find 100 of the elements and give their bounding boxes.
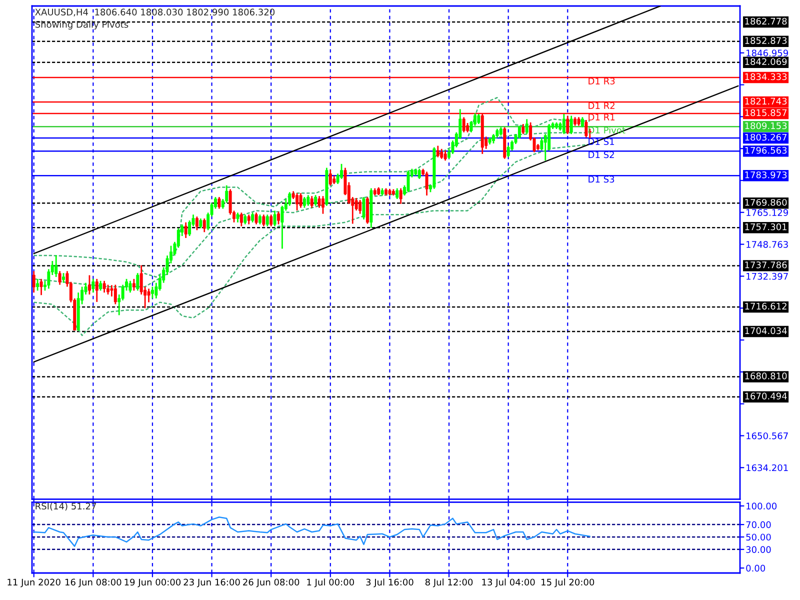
candlestick [440, 148, 444, 160]
ref-line-label: 1796.563 [745, 146, 787, 154]
candlestick [580, 116, 584, 128]
candlestick [436, 145, 440, 158]
candlestick [40, 278, 43, 296]
candlestick [195, 216, 198, 231]
x-tick-label: 23 Jun 16:00 [184, 578, 240, 588]
candlestick [328, 169, 332, 186]
y-tick-label: 70.00 [746, 521, 771, 528]
y-tick-label: 30.00 [746, 546, 771, 553]
candlestick [147, 288, 150, 304]
ref-line-label: 1704.034 [745, 327, 787, 334]
ref-line-label: 1809.153 [745, 122, 787, 130]
ref-line-label: 1716.612 [745, 302, 786, 310]
y-tick-label: 50.00 [746, 534, 771, 541]
y-tick-label: 1748.763 [746, 241, 788, 248]
candlestick [366, 196, 369, 224]
chart-title: XAUUSD,H4 1806.640 1808.030 1802.990 1806.320 [35, 8, 275, 16]
candlestick [32, 270, 36, 294]
ref-line-label: 1862.778 [745, 18, 787, 25]
candlestick [199, 218, 202, 229]
candlestick [273, 210, 276, 227]
candlestick [251, 212, 254, 224]
candlestick [136, 272, 140, 292]
candlestick [236, 212, 240, 224]
ref-line-label: 1769.860 [745, 198, 787, 206]
x-tick-label: 15 Jul 20:00 [542, 578, 594, 588]
candlestick [92, 278, 95, 294]
candlestick [106, 284, 110, 296]
candlestick [95, 278, 98, 303]
candlestick [247, 214, 250, 226]
candlestick [244, 214, 247, 226]
y-tick-label: 100.00 [746, 502, 777, 510]
candlestick [310, 195, 314, 208]
candlestick [54, 254, 58, 278]
x-tick-label: 13 Jul 04:00 [482, 578, 535, 588]
candlestick [466, 122, 470, 134]
annotation: D1 S2 [588, 151, 614, 158]
chart-title: RSI(14) 51.27 [36, 502, 96, 511]
candlestick [62, 272, 66, 284]
line-series [33, 144, 590, 336]
candlestick [562, 113, 566, 135]
candlestick [525, 118, 528, 135]
candlestick [288, 191, 292, 207]
ref-line-label: 1737.786 [745, 261, 787, 268]
x-tick-label: 3 Jul 16:00 [366, 578, 414, 588]
annotation: D1 S3 [588, 176, 614, 183]
ref-line-label: 1834.333 [745, 73, 787, 80]
annotation: Showing Daily Pivots [35, 20, 128, 30]
candlestick [302, 196, 306, 208]
candlestick [296, 192, 299, 212]
x-tick-label: 16 Jun 08:00 [65, 578, 122, 588]
candlestick [314, 194, 318, 207]
x-tick-label: 1 Jul 00:00 [307, 578, 354, 588]
candlestick [262, 214, 266, 227]
candlestick [150, 286, 154, 300]
candlestick [570, 115, 573, 135]
candlestick [321, 195, 324, 214]
candlestick [102, 280, 106, 294]
candlestick [128, 280, 132, 294]
candlestick [184, 222, 188, 239]
candlestick [506, 144, 510, 158]
candlestick [240, 212, 243, 227]
candlestick [254, 212, 258, 226]
candlestick [477, 113, 480, 125]
y-tick-label: 1634.201 [746, 464, 788, 472]
ref-line-label: 1842.069 [745, 58, 787, 66]
ref-line-label: 1821.743 [745, 98, 787, 105]
candlestick [277, 210, 280, 226]
candlestick [58, 270, 62, 286]
candlestick [258, 214, 262, 226]
x-tick-label: 8 Jul 12:00 [425, 578, 473, 588]
candlestick [270, 214, 273, 227]
x-tick-label: 11 Jun 2020 [8, 578, 60, 588]
candlestick [418, 168, 421, 180]
candlestick [88, 274, 91, 296]
candlestick [399, 188, 402, 205]
candlestick [425, 171, 428, 196]
candlestick [202, 218, 206, 233]
ref-line-label: 1852.873 [745, 37, 787, 44]
ref-line-label: 1680.810 [745, 372, 787, 380]
ref-line-label: 1783.973 [745, 171, 787, 178]
ref-line-label: 1757.301 [745, 223, 786, 230]
y-tick-label: 1765.129 [746, 209, 788, 216]
y-tick-label: 1732.397 [746, 272, 788, 280]
candlestick [406, 170, 410, 193]
candlestick [358, 199, 362, 214]
candlestick [522, 123, 525, 135]
x-tick-label: 26 Jun 08:00 [243, 578, 300, 588]
candlestick [584, 119, 588, 138]
candlestick [36, 278, 40, 292]
candlestick [299, 192, 302, 208]
candlestick [132, 278, 136, 292]
ref-line-label: 1670.494 [745, 392, 787, 400]
line-series [33, 516, 590, 547]
y-tick-label: 1846.959 [746, 50, 788, 56]
candlestick [396, 188, 399, 200]
candlestick [99, 280, 102, 292]
y-tick-label: 0.00 [746, 564, 766, 572]
ref-line-label: 1803.267 [745, 134, 787, 141]
